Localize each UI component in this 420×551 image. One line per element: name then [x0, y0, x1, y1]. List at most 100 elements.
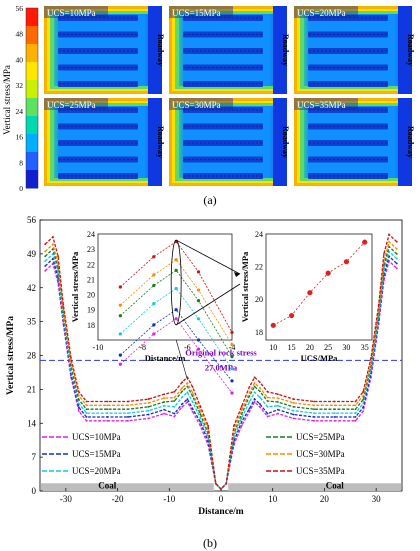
contour-panel: UCS=15MPa Roadway — [169, 6, 290, 94]
inset-series-point — [118, 303, 122, 307]
ucs-data-point — [307, 290, 313, 296]
series-point — [388, 233, 390, 236]
series-point — [186, 398, 189, 400]
panel-roadway-label: Roadway — [281, 34, 290, 66]
ucs-data-point — [343, 259, 350, 265]
series-point — [240, 424, 243, 427]
vertical-stress-chart: Coal Coal -30 -20 -10 0 10 20 30 0 7 14 21 28 35 42 49 56… — [6, 215, 403, 517]
series-point — [292, 402, 295, 404]
inset-x-tick-label: 20 — [306, 343, 314, 352]
series-point — [62, 303, 65, 306]
series-point — [253, 382, 256, 384]
callout-line-lower — [175, 283, 241, 326]
roadway-row — [308, 140, 388, 146]
panel-roadway-label: Roadway — [156, 126, 165, 158]
series-point — [258, 405, 261, 408]
inset-series-point — [152, 323, 156, 327]
series-point — [266, 390, 269, 393]
colorbar-ylabel: Vertical stress/MPa — [2, 65, 12, 135]
series-point — [106, 404, 109, 407]
inset-x-tick-label: 30 — [342, 343, 350, 352]
series-point — [253, 385, 256, 388]
colorbar-tick-label: 16 — [16, 133, 24, 142]
coal-label-left: Coal — [98, 481, 116, 491]
series-point — [77, 402, 80, 405]
colorbar-band — [26, 26, 38, 45]
series-point — [313, 419, 315, 422]
inset-series-point — [230, 342, 234, 347]
series-point — [199, 405, 202, 408]
series-point — [85, 416, 88, 418]
series-point — [147, 398, 150, 400]
series-point — [276, 397, 279, 399]
series-point — [173, 415, 176, 418]
roadway-row — [308, 107, 388, 113]
series-point — [173, 400, 176, 402]
series-point — [173, 396, 176, 399]
series-point — [248, 410, 251, 413]
roadway-strip — [273, 98, 287, 186]
series-point — [52, 252, 54, 255]
series-point — [362, 390, 365, 393]
contour-panels: UCS=10MPaRoadwayUCS=15MPaRoadwayUCS=20MP… — [44, 6, 415, 186]
series-point — [395, 262, 398, 265]
coal-band-right — [228, 483, 401, 491]
series-point — [77, 390, 80, 393]
panel-label-bg — [294, 98, 358, 110]
panel-roadway-label: Roadway — [156, 34, 165, 66]
inset-y-tick-label: 22 — [87, 260, 95, 269]
series-point — [248, 407, 251, 410]
x-tick-label: -20 — [112, 494, 124, 504]
series-point — [199, 409, 202, 412]
series-point — [44, 269, 47, 272]
series-point — [253, 391, 256, 394]
inset-series-point — [174, 286, 178, 291]
legend-label: UCS=20MPa — [72, 466, 121, 476]
roadway-row — [58, 31, 138, 38]
roadway-strip — [398, 98, 412, 186]
series-point — [191, 386, 194, 388]
series-point — [173, 390, 176, 393]
series-point — [147, 405, 150, 408]
series-point — [186, 391, 189, 394]
series-point — [388, 240, 390, 243]
series-point — [313, 408, 315, 411]
colorbar-band — [26, 8, 38, 27]
colorbar-tick-label: 32 — [16, 81, 24, 90]
roadway-row — [308, 81, 388, 87]
series-point — [333, 400, 336, 403]
series-point — [276, 401, 279, 403]
roadway-row — [183, 48, 263, 54]
roadway-row — [183, 173, 263, 179]
series-point — [276, 404, 279, 407]
inset-y-tick-label: 18 — [255, 328, 263, 337]
inset-series-point — [152, 273, 156, 277]
y-tick-label: 28 — [27, 351, 37, 361]
x-tick-label: -30 — [60, 494, 72, 504]
roadway-row — [308, 173, 388, 179]
series-point — [395, 252, 398, 255]
series-point — [362, 410, 365, 413]
series-point — [276, 393, 279, 396]
roadway-row — [183, 123, 263, 130]
inset-y-tick-label: 20 — [87, 291, 95, 300]
series-point — [127, 408, 129, 411]
callout-line-upper — [175, 239, 241, 275]
series-point — [248, 401, 251, 403]
inset-series-point — [174, 308, 178, 312]
inset-x-tick-label: -10 — [93, 343, 104, 352]
series-point — [388, 250, 390, 253]
inset-series-point — [152, 255, 156, 259]
panel-label-bg — [169, 6, 233, 18]
inset-series-line — [120, 287, 233, 370]
series-point — [266, 412, 269, 415]
series-point — [191, 395, 194, 398]
y-tick-label: 49 — [27, 249, 37, 259]
series-point — [292, 417, 295, 420]
series-point — [240, 417, 243, 419]
roadway-strip — [398, 6, 412, 94]
series-point — [57, 282, 59, 284]
series-point — [354, 412, 357, 414]
inset-series-point — [152, 332, 156, 336]
inset-series-point — [196, 270, 201, 274]
